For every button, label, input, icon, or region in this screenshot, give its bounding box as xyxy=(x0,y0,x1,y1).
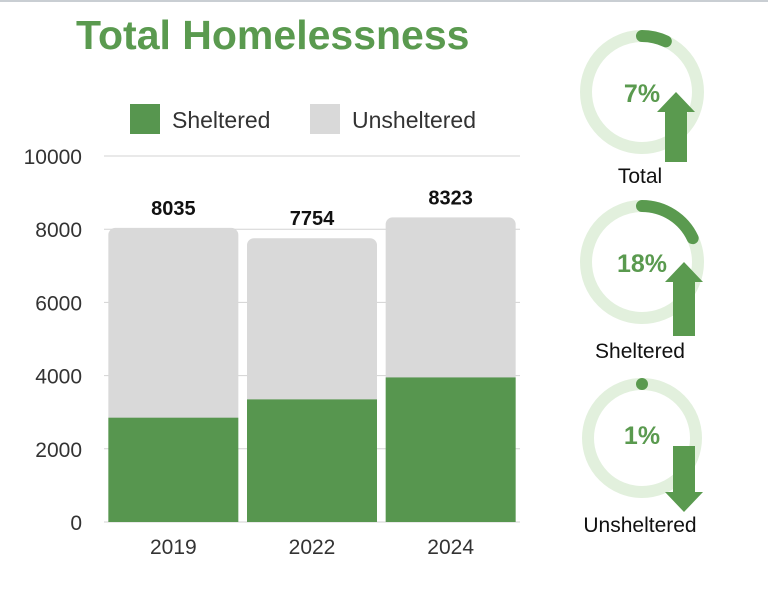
bar-sheltered xyxy=(108,417,239,522)
x-tick-label: 2022 xyxy=(289,536,336,559)
x-tick-label: 2019 xyxy=(150,536,197,559)
arrow-down-icon xyxy=(665,446,703,512)
gauge-progress xyxy=(636,378,648,390)
y-tick-label: 2000 xyxy=(35,439,82,462)
gauge-label: Unsheltered xyxy=(583,514,696,537)
gauge-label: Sheltered xyxy=(595,340,685,363)
gauge-value: 7% xyxy=(624,80,660,108)
legend-swatch-unsheltered xyxy=(310,104,340,134)
y-tick-label: 10000 xyxy=(24,146,82,169)
x-tick-label: 2024 xyxy=(427,536,474,559)
bar-sheltered xyxy=(247,399,377,522)
gauge-value: 18% xyxy=(617,250,667,278)
gauge-value: 1% xyxy=(624,422,660,450)
legend-label-unsheltered: Unsheltered xyxy=(352,107,477,133)
y-tick-label: 8000 xyxy=(35,219,82,242)
arrow-up-icon xyxy=(665,262,703,336)
bar-total-label: 8035 xyxy=(151,198,196,220)
y-tick-label: 0 xyxy=(70,512,82,535)
gauge-progress xyxy=(636,30,672,48)
y-tick-label: 4000 xyxy=(35,366,82,389)
bar-unsheltered xyxy=(108,227,239,424)
y-tick-label: 6000 xyxy=(35,292,82,315)
bar-sheltered xyxy=(385,377,516,522)
bar-unsheltered xyxy=(247,238,377,406)
gauge-panel: 7% Total 18% Sheltered 1% Unsheltered xyxy=(580,30,704,537)
bar-total-label: 7754 xyxy=(290,208,335,230)
bar-chart: 0 2000 4000 6000 8000 10000 8035 2019 7754 2022 83… xyxy=(24,146,520,559)
bar-total-label: 8323 xyxy=(428,187,473,209)
arrow-up-icon xyxy=(657,92,695,162)
gauge-progress xyxy=(636,200,699,245)
bar-unsheltered xyxy=(385,217,516,384)
gauge-label: Total xyxy=(618,165,662,188)
legend-swatch-sheltered xyxy=(130,104,160,134)
top-border xyxy=(0,0,768,2)
legend-label-sheltered: Sheltered xyxy=(172,107,271,133)
chart-title: Total Homelessness xyxy=(76,12,470,58)
